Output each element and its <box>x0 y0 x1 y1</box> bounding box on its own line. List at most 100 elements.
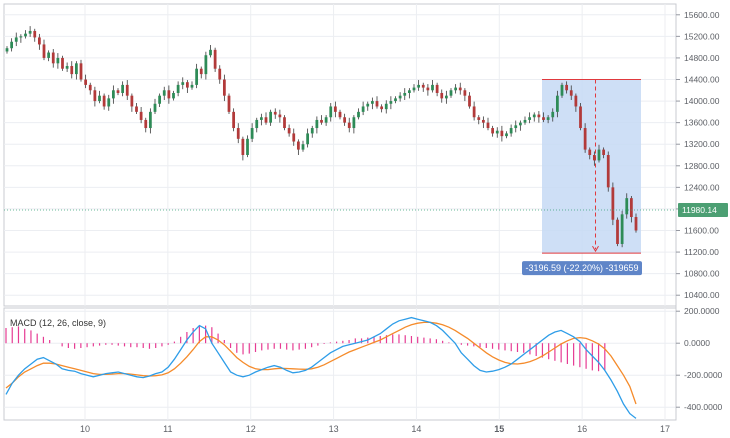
candle-body <box>185 82 189 88</box>
candle-body <box>625 198 629 215</box>
candle-body <box>560 84 564 96</box>
range-arrow-head <box>592 245 599 253</box>
candle-body <box>222 79 226 96</box>
price-tick-label: 10800.00 <box>684 269 720 279</box>
x-tick-label: 12 <box>246 424 256 434</box>
candle-body <box>403 92 407 96</box>
candle-body <box>153 103 157 112</box>
candle-body <box>343 117 347 123</box>
candle-body <box>565 84 569 91</box>
candle-body <box>287 128 291 134</box>
candle-body <box>121 84 125 93</box>
candle-body <box>417 84 421 88</box>
candle-body <box>296 141 300 150</box>
candle-body <box>394 98 397 102</box>
candle-body <box>98 95 101 102</box>
candle-body <box>463 90 467 96</box>
price-tick-label: 12400.00 <box>684 182 720 192</box>
candle-body <box>611 187 615 220</box>
candle-body <box>56 57 60 64</box>
candle-body <box>236 128 240 139</box>
candle-body <box>338 111 342 118</box>
candle-body <box>481 119 485 123</box>
candle-body <box>19 36 23 38</box>
candle-body <box>579 106 582 129</box>
candle-body <box>65 66 69 69</box>
candle-body <box>528 117 532 120</box>
candle-body <box>14 37 18 42</box>
price-tick-label: 12800.00 <box>684 161 720 171</box>
candle-body <box>320 119 323 123</box>
price-tick-label: 14400.00 <box>684 75 720 85</box>
price-tick-label: 14800.00 <box>684 53 720 63</box>
candle-body <box>51 52 55 64</box>
candle-body <box>426 87 430 91</box>
price-tick-label: 15600.00 <box>684 10 720 20</box>
candle-body <box>93 90 97 102</box>
candle-body <box>255 119 259 129</box>
candle-body <box>347 122 351 129</box>
candle-body <box>505 133 508 137</box>
macd-line <box>5 316 637 419</box>
price-tick-label: 11600.00 <box>684 226 719 236</box>
candle-body <box>333 106 337 112</box>
candle-body <box>33 30 37 38</box>
x-tick-label: 17 <box>660 424 670 434</box>
candle-body <box>634 217 638 231</box>
candle-body <box>620 214 624 244</box>
candle-body <box>315 119 319 129</box>
candle-body <box>209 49 212 56</box>
candle-body <box>555 95 559 112</box>
candle-body <box>167 90 171 99</box>
candle-body <box>537 114 541 118</box>
candle-body <box>84 79 88 85</box>
candle-body <box>606 155 610 188</box>
candle-body <box>398 95 402 99</box>
candle-body <box>357 111 360 118</box>
macd-tick-label: 200.0000 <box>684 306 720 316</box>
candle-body <box>574 95 578 107</box>
candle-body <box>278 114 282 118</box>
candle-body <box>588 149 592 155</box>
candle-body <box>246 138 249 155</box>
macd-tick-label: -200.0000 <box>684 370 723 380</box>
candle-body <box>5 48 9 52</box>
candle-body <box>523 119 527 123</box>
candle-body <box>366 103 370 107</box>
candle-body <box>111 90 115 99</box>
candle-body <box>116 90 120 93</box>
candle-body <box>264 117 268 123</box>
candle-body <box>509 128 513 134</box>
candle-body <box>42 44 46 58</box>
candle-body <box>125 84 129 96</box>
x-tick-label: 15 <box>494 424 504 434</box>
candle-body <box>61 57 64 69</box>
candle-body <box>176 84 180 93</box>
last-price-badge <box>678 202 728 217</box>
candle-body <box>102 95 106 107</box>
candle-body <box>440 92 444 99</box>
candle-body <box>74 63 78 75</box>
candle-body <box>375 101 379 107</box>
price-tick-label: 11200.00 <box>684 247 719 257</box>
candle-body <box>384 103 388 110</box>
candle-body <box>551 111 555 118</box>
candle-body <box>449 90 453 96</box>
range-measure-badge <box>522 261 642 276</box>
candle-body <box>329 106 333 118</box>
candle-body <box>380 106 384 110</box>
candle-body <box>495 130 499 134</box>
candle-body <box>514 125 518 129</box>
candle-body <box>28 30 32 34</box>
candle-body <box>283 117 286 129</box>
candle-body <box>629 198 633 218</box>
candle-body <box>135 106 138 112</box>
candle-body <box>306 133 310 145</box>
price-tick-label: 13600.00 <box>684 118 720 128</box>
candle-body <box>569 90 573 96</box>
candle-body <box>370 101 374 104</box>
macd-tick-label: -400.0000 <box>684 402 723 412</box>
candle-body <box>412 87 416 91</box>
candle-body <box>472 106 476 118</box>
candle-body <box>546 117 550 120</box>
